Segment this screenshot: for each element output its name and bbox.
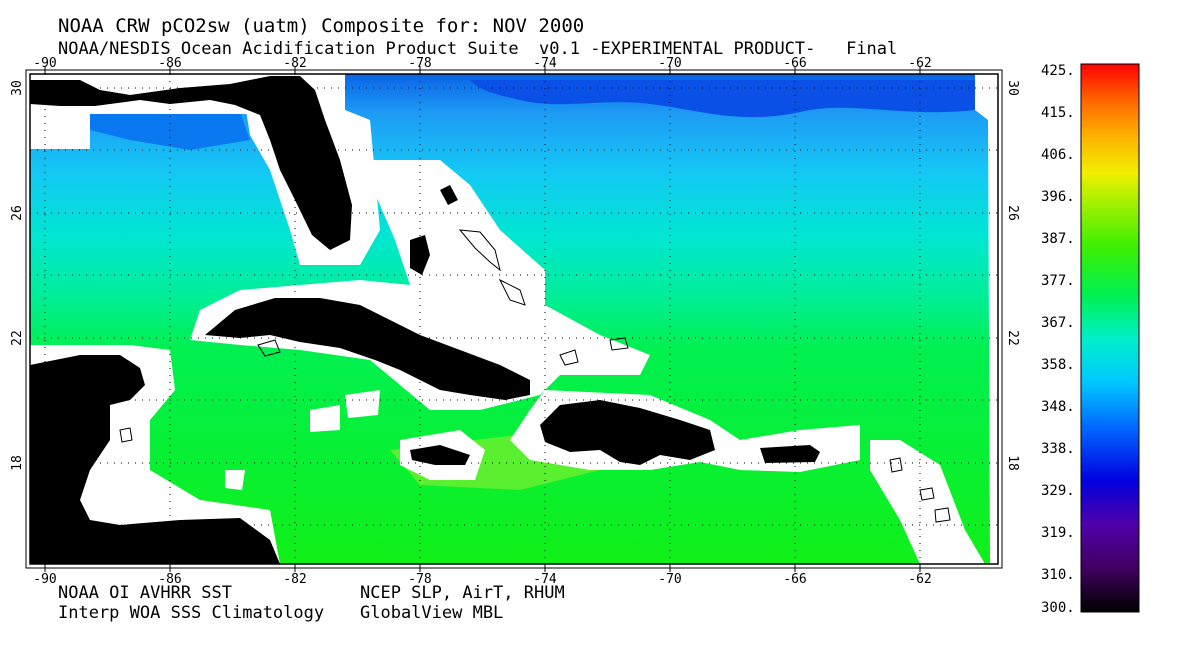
lon-label: -82 [283,572,306,587]
coastline-details [119,229,951,523]
colorbar-label: 387. [1041,231,1075,247]
lon-label: -70 [658,56,681,71]
colorbar-label: 415. [1041,105,1075,121]
cuba [205,298,530,400]
tick-marks [44,66,921,572]
graticule [30,74,998,564]
map-subtitle: NOAA/NESDIS Ocean Acidification Product … [58,39,898,59]
colorbar-label: 348. [1041,399,1075,415]
lon-label: -62 [908,572,931,587]
colorbar-label: 319. [1041,525,1075,541]
lon-label: -74 [533,572,557,587]
colorbar-label: 377. [1041,273,1075,289]
puerto-rico [760,445,820,463]
lat-label: 30 [10,80,25,96]
lon-label: -78 [408,572,431,587]
lat-label: 26 [10,205,25,221]
lon-label: -62 [908,56,931,71]
lat-label: 18 [10,455,25,471]
colorbar-label: 300. [1041,600,1075,616]
lat-label: 22 [10,330,25,346]
lon-label: -82 [283,56,306,71]
andros-island [410,235,430,275]
lon-label: -86 [158,56,181,71]
lat-labels-right: 30 26 22 18 [1005,80,1020,471]
yucatan [30,355,280,564]
map-title: NOAA CRW pCO2sw (uatm) Composite for: NO… [58,15,585,37]
colorbar-label: 367. [1041,315,1075,331]
lat-label: 18 [1005,455,1020,471]
jamaica [410,445,470,465]
florida-peninsula [30,76,352,250]
colorbar-labels: 425. 415. 406. 396. 387. 377. 367. 358. … [1041,63,1075,616]
hispaniola [540,400,715,465]
colorbar-label: 338. [1041,441,1075,457]
colorbar-label: 329. [1041,483,1075,499]
colorbar-label: 310. [1041,567,1075,583]
lon-label: -74 [533,56,557,71]
footer-co2-source: GlobalView MBL [360,603,504,623]
lon-label: -90 [33,572,56,587]
lat-label: 22 [1005,330,1020,346]
footer-sst-source: NOAA OI AVHRR SST [58,583,232,603]
map-inner-frame [25,69,1003,569]
footer-met-source: NCEP SLP, AirT, RHUM [360,583,565,603]
bahamas-cays [440,185,458,205]
colorbar-label: 396. [1041,189,1075,205]
lon-labels-bottom: -90 -86 -82 -78 -74 -70 -66 -62 [33,572,931,587]
lon-label: -86 [158,572,181,587]
land [30,76,820,564]
lon-labels-top: -90 -86 -82 -78 -74 -70 -66 -62 [33,56,931,71]
colorbar [1080,63,1140,613]
lon-label: -66 [783,56,806,71]
colorbar-label: 358. [1041,357,1075,373]
colorbar-label: 425. [1041,63,1075,79]
lon-label: -78 [408,56,431,71]
colorbar-label: 406. [1041,147,1075,163]
lon-label: -90 [33,56,56,71]
lat-labels-left: 30 26 22 18 [10,80,25,471]
lat-label: 26 [1005,205,1020,221]
footer-sss-source: Interp WOA SSS Climatology [58,603,325,623]
high-latitude-blue-band [470,80,975,118]
map-frame [29,73,999,565]
lon-label: -66 [783,572,806,587]
lon-label: -70 [658,572,681,587]
lat-label: 30 [1005,80,1020,96]
